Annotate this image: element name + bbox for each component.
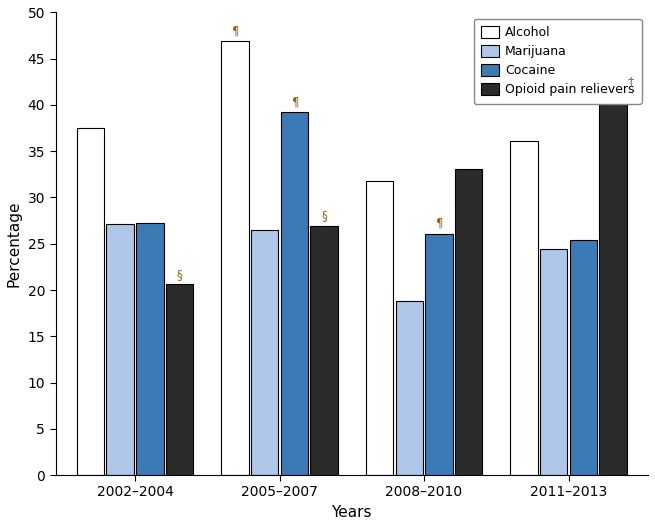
Bar [251, 230, 278, 475]
Text: †: † [628, 75, 634, 88]
Text: ¶: ¶ [231, 24, 239, 37]
Text: §: § [321, 209, 327, 222]
Bar [166, 285, 193, 475]
Bar [280, 112, 308, 475]
Bar [425, 233, 453, 475]
Bar [107, 225, 134, 475]
Bar [366, 181, 394, 475]
Text: ¶: ¶ [291, 96, 298, 109]
Text: §: § [177, 268, 182, 281]
Bar [310, 226, 338, 475]
Bar [599, 58, 627, 475]
Legend: Alcohol, Marijuana, Cocaine, Opioid pain relievers: Alcohol, Marijuana, Cocaine, Opioid pain… [474, 18, 642, 104]
Bar [510, 141, 538, 475]
Bar [221, 41, 249, 475]
X-axis label: Years: Years [331, 505, 372, 520]
Bar [570, 240, 597, 475]
Text: ¶: ¶ [435, 217, 443, 230]
Bar [455, 169, 482, 475]
Bar [540, 249, 567, 475]
Bar [136, 223, 164, 475]
Bar [77, 128, 104, 475]
Bar [396, 301, 423, 475]
Y-axis label: Percentage: Percentage [7, 200, 22, 287]
